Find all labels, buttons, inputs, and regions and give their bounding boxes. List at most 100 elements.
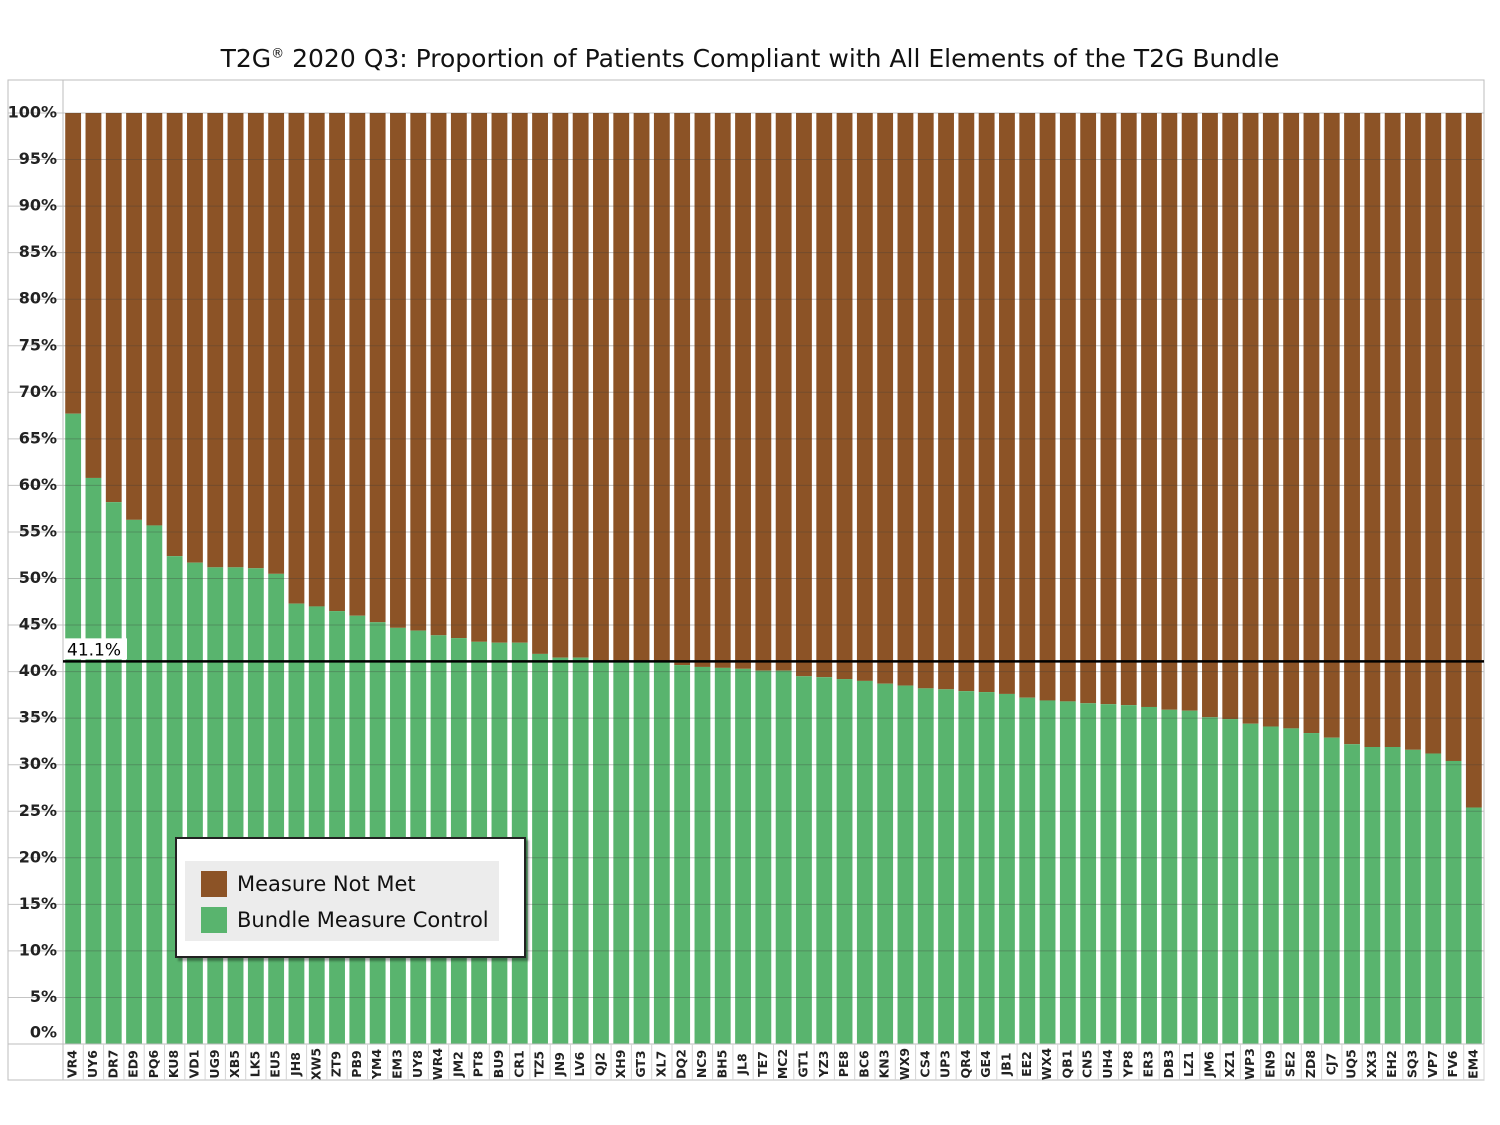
x-tick-label: PT8 [471, 1051, 486, 1077]
x-tick-label: QB1 [1059, 1050, 1074, 1079]
bar-bundle-measure-control [755, 670, 772, 1044]
x-tick-label: UH4 [1100, 1049, 1115, 1079]
x-tick-label: XH9 [613, 1050, 628, 1079]
x-tick-label: JN9 [552, 1052, 567, 1077]
bar-measure-not-met [1222, 113, 1239, 720]
x-tick-label: XB5 [227, 1050, 242, 1078]
bar-bundle-measure-control [978, 692, 995, 1044]
bar-measure-not-met [1425, 113, 1442, 754]
bar-measure-not-met [1039, 113, 1056, 701]
reference-line-label: 41.1% [67, 640, 121, 660]
x-tick-label: BU9 [491, 1050, 506, 1078]
bar-bundle-measure-control [1120, 705, 1137, 1044]
x-tick-label: YZ3 [816, 1051, 831, 1079]
bar-measure-not-met [329, 113, 345, 612]
x-tick-label: BH5 [714, 1050, 729, 1079]
bar-measure-not-met [775, 113, 792, 671]
bar-measure-not-met [877, 113, 894, 684]
x-tick-label: GE4 [978, 1050, 993, 1078]
bar-measure-not-met [816, 113, 833, 678]
title-registered-mark: ® [271, 46, 285, 62]
bar-bundle-measure-control [1100, 704, 1117, 1044]
bar-measure-not-met [572, 113, 589, 658]
x-tick-label: EH2 [1384, 1050, 1399, 1078]
x-tick-label: ER3 [1141, 1051, 1156, 1078]
x-tick-label: UG9 [207, 1049, 222, 1078]
x-tick-label: CR1 [511, 1050, 526, 1078]
bar-bundle-measure-control [1202, 717, 1218, 1044]
bar-measure-not-met [1242, 113, 1259, 724]
bar-bundle-measure-control [1039, 700, 1056, 1044]
y-tick-label: 100% [8, 103, 57, 122]
y-tick-label: 60% [19, 475, 57, 494]
bar-measure-not-met [796, 113, 812, 677]
bar-bundle-measure-control [836, 679, 853, 1044]
x-tick-label: CN5 [1080, 1050, 1095, 1078]
bar-measure-not-met [85, 113, 102, 478]
bar-measure-not-met [958, 113, 975, 692]
x-tick-label: QR4 [958, 1049, 973, 1078]
bar-bundle-measure-control [247, 568, 264, 1044]
legend-swatch-bundle-measure-control [201, 907, 227, 933]
y-tick-label: 90% [19, 196, 57, 215]
bar-bundle-measure-control [187, 562, 203, 1044]
y-tick-label: 80% [19, 289, 57, 308]
bar-bundle-measure-control [816, 677, 833, 1044]
bar-measure-not-met [1344, 113, 1360, 745]
legend-item-bundle-measure-control: Bundle Measure Control [201, 905, 489, 935]
bar-measure-not-met [126, 113, 142, 520]
y-tick-label: 55% [19, 521, 57, 540]
y-tick-label: 40% [19, 661, 57, 680]
x-tick-label: ZT9 [329, 1051, 344, 1077]
x-tick-label: TE7 [755, 1051, 770, 1077]
bar-bundle-measure-control [1445, 760, 1462, 1044]
bar-measure-not-met [917, 113, 934, 689]
bar-measure-not-met [1181, 113, 1198, 711]
bar-measure-not-met [1141, 113, 1157, 707]
bar-measure-not-met [999, 113, 1015, 694]
x-tick-label: ED9 [126, 1050, 141, 1078]
x-tick-label: LV6 [572, 1051, 587, 1076]
bar-measure-not-met [674, 113, 691, 666]
x-tick-label: QJ2 [592, 1052, 607, 1076]
bar-bundle-measure-control [1405, 749, 1421, 1044]
bar-bundle-measure-control [552, 657, 569, 1044]
x-tick-label: NC9 [694, 1050, 709, 1078]
bar-bundle-measure-control [1080, 703, 1097, 1044]
bar-bundle-measure-control [735, 668, 751, 1044]
x-tick-label: XL7 [653, 1051, 668, 1077]
bar-bundle-measure-control [1141, 706, 1157, 1044]
bar-bundle-measure-control [1283, 728, 1300, 1044]
bar-measure-not-met [491, 113, 508, 643]
bar-bundle-measure-control [227, 567, 244, 1044]
bar-measure-not-met [633, 113, 650, 663]
x-tick-label: JB1 [998, 1053, 1013, 1077]
bar-bundle-measure-control [1323, 737, 1340, 1044]
x-tick-label: KN3 [877, 1050, 892, 1079]
bar-bundle-measure-control [1303, 733, 1320, 1044]
plot-frame [7, 79, 1485, 1081]
bar-measure-not-met [1384, 113, 1401, 748]
bar-measure-not-met [207, 113, 224, 568]
y-tick-label: 35% [19, 708, 57, 727]
x-tick-label: PE8 [836, 1051, 851, 1077]
x-tick-label: PB9 [349, 1050, 364, 1077]
bar-bundle-measure-control [1019, 697, 1036, 1044]
x-tick-label: XX3 [1364, 1050, 1379, 1078]
x-tick-label: XZ1 [1222, 1050, 1237, 1077]
x-tick-label: VR4 [65, 1050, 80, 1078]
x-tick-label: UP3 [938, 1050, 953, 1078]
bar-measure-not-met [349, 113, 366, 616]
legend-body: Measure Not Met Bundle Measure Control [185, 861, 499, 941]
x-tick-label: CJ7 [1323, 1053, 1338, 1076]
y-tick-label: 0% [30, 1023, 57, 1042]
x-tick-label: WX4 [1039, 1048, 1054, 1080]
x-tick-label: YP8 [1120, 1051, 1135, 1079]
bar-bundle-measure-control [653, 662, 670, 1044]
x-tick-label: SQ3 [1404, 1050, 1419, 1078]
bar-bundle-measure-control [166, 556, 183, 1044]
bar-measure-not-met [532, 113, 548, 654]
bar-bundle-measure-control [958, 691, 975, 1044]
bar-measure-not-met [735, 113, 751, 669]
